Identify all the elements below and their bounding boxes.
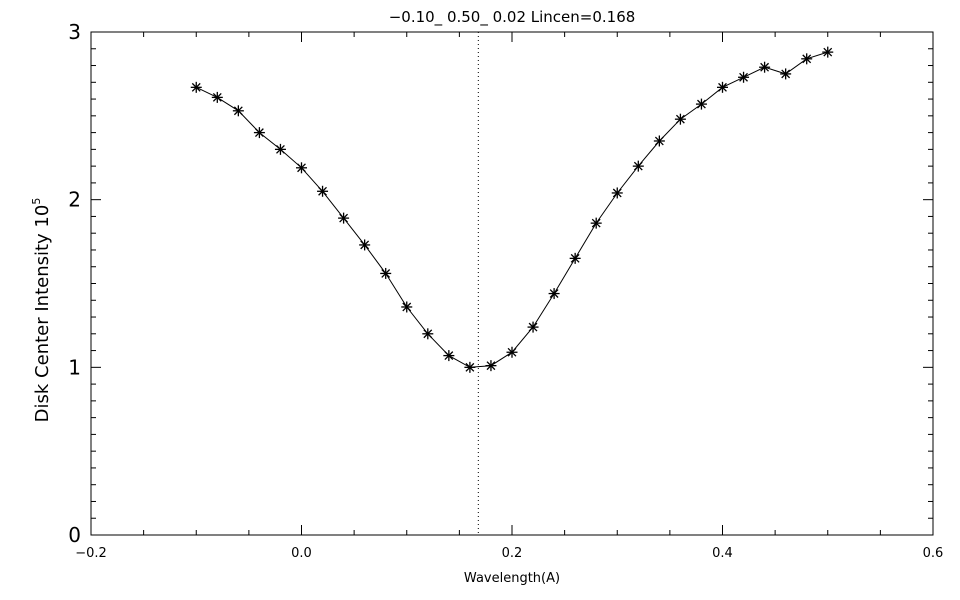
x-tick-label: 0.6 bbox=[923, 546, 944, 561]
y-tick-label: 0 bbox=[68, 523, 81, 547]
marker-stroke bbox=[781, 69, 791, 79]
marker-stroke bbox=[339, 213, 349, 223]
marker-stroke bbox=[760, 62, 770, 72]
marker-stroke bbox=[654, 136, 664, 146]
marker-stroke bbox=[465, 362, 475, 372]
data-point-marker bbox=[232, 105, 244, 117]
data-point-marker bbox=[822, 46, 834, 58]
marker-stroke bbox=[697, 99, 706, 109]
data-point-marker bbox=[380, 267, 392, 279]
data-point-marker bbox=[317, 185, 329, 197]
plot-border bbox=[90, 31, 934, 536]
x-axis-ticks bbox=[90, 32, 934, 535]
data-point-marker bbox=[780, 68, 792, 80]
data-point-markers bbox=[190, 46, 834, 373]
marker-stroke bbox=[591, 218, 601, 228]
data-point-marker bbox=[485, 360, 497, 372]
chart-title: −0.10_ 0.50_ 0.02 Lincen=0.168 bbox=[389, 8, 636, 27]
plot-frame bbox=[90, 31, 934, 536]
data-point-marker bbox=[632, 160, 644, 172]
x-tick-label: 0.4 bbox=[712, 546, 733, 561]
marker-stroke bbox=[823, 47, 833, 57]
marker-stroke bbox=[318, 186, 327, 196]
marker-stroke bbox=[360, 240, 370, 250]
y-tick-label: 3 bbox=[68, 20, 81, 44]
y-axis-label-exponent: 5 bbox=[30, 198, 43, 205]
data-point-marker bbox=[527, 321, 539, 333]
marker-stroke bbox=[633, 161, 643, 171]
marker-stroke bbox=[718, 82, 727, 92]
data-point-marker bbox=[695, 98, 707, 110]
x-tick-label: 0.2 bbox=[502, 546, 523, 561]
marker-stroke bbox=[191, 82, 201, 92]
data-point-marker bbox=[759, 61, 771, 73]
y-axis-label: Disk Center Intensity 105 bbox=[30, 198, 53, 423]
data-point-marker bbox=[359, 239, 371, 251]
x-tick-label: −0.2 bbox=[75, 546, 107, 561]
y-tick-label: 2 bbox=[68, 188, 81, 212]
marker-stroke bbox=[212, 92, 222, 102]
data-point-marker bbox=[211, 91, 223, 103]
data-point-marker bbox=[506, 346, 518, 358]
marker-stroke bbox=[381, 269, 391, 278]
marker-stroke bbox=[297, 163, 306, 173]
marker-stroke bbox=[507, 347, 517, 357]
data-point-marker bbox=[401, 301, 413, 313]
marker-stroke bbox=[528, 322, 538, 332]
marker-stroke bbox=[402, 302, 412, 312]
data-point-marker bbox=[296, 162, 307, 174]
y-axis-label-group: Disk Center Intensity 105 bbox=[30, 198, 53, 423]
data-point-marker bbox=[674, 113, 686, 125]
marker-stroke bbox=[802, 54, 812, 64]
x-axis-tick-labels: −0.2 0.0 0.2 0.4 0.6 bbox=[75, 546, 943, 561]
marker-stroke bbox=[570, 253, 580, 263]
data-point-marker bbox=[611, 187, 623, 199]
x-tick-label: 0.0 bbox=[291, 546, 312, 561]
y-axis-tick-labels: 0 1 2 3 bbox=[68, 20, 81, 547]
data-point-marker bbox=[569, 252, 581, 264]
marker-stroke bbox=[612, 188, 622, 198]
series-line bbox=[196, 51, 828, 368]
data-point-marker bbox=[548, 288, 560, 300]
data-point-marker bbox=[464, 361, 476, 373]
data-point-marker bbox=[717, 81, 728, 93]
marker-stroke bbox=[675, 114, 685, 124]
y-axis-ticks bbox=[91, 31, 933, 536]
marker-stroke bbox=[486, 361, 496, 371]
data-point-marker bbox=[443, 350, 455, 362]
marker-stroke bbox=[549, 289, 559, 298]
y-tick-label: 1 bbox=[68, 355, 81, 379]
y-axis-label-text: Disk Center Intensity 10 bbox=[32, 205, 53, 423]
data-point-marker bbox=[422, 328, 434, 340]
data-point-marker bbox=[338, 212, 350, 224]
data-point-marker bbox=[653, 135, 665, 147]
data-point-marker bbox=[738, 71, 750, 83]
marker-stroke bbox=[233, 106, 243, 116]
data-point-marker bbox=[274, 143, 286, 155]
data-point-marker bbox=[801, 53, 813, 65]
marker-stroke bbox=[444, 351, 454, 361]
marker-stroke bbox=[254, 128, 264, 138]
marker-stroke bbox=[276, 144, 285, 154]
data-point-marker bbox=[590, 217, 602, 229]
marker-stroke bbox=[739, 72, 748, 82]
data-point-marker bbox=[190, 81, 202, 93]
marker-stroke bbox=[423, 329, 433, 339]
x-axis-label: Wavelength(A) bbox=[464, 571, 560, 586]
data-point-marker bbox=[253, 127, 265, 139]
